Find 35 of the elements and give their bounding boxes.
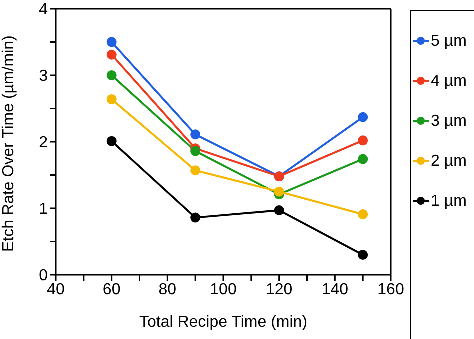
point (106, 37, 117, 48)
point (358, 209, 368, 220)
x-tick-label: 140 (322, 281, 349, 298)
y-tick-label: 0 (39, 268, 48, 285)
legend-label: 3 µm (431, 112, 467, 130)
legend-label: 2 µm (431, 152, 467, 170)
point (274, 186, 284, 197)
x-axis-title: Total Recipe Time (min) (139, 314, 308, 331)
point (106, 70, 117, 80)
point (190, 146, 201, 156)
y-tick-label: 1 (39, 201, 48, 218)
x-tick-label: 160 (378, 281, 404, 298)
point (190, 166, 201, 176)
point (358, 154, 368, 164)
point (190, 212, 201, 223)
point (358, 112, 368, 122)
y-axis-title: Etch Rate Over Time (µm/min) (0, 36, 18, 252)
x-tick-label: 120 (266, 281, 293, 298)
x-tick-label: 100 (210, 281, 237, 298)
y-tick-label: 4 (39, 2, 48, 19)
point (190, 130, 201, 140)
y-tick-label: 2 (39, 134, 48, 152)
x-tick-label: 60 (102, 281, 121, 298)
point (106, 50, 117, 60)
y-tick-label: 3 (39, 68, 48, 86)
point (274, 205, 284, 216)
point (358, 136, 368, 146)
point (358, 250, 368, 260)
legend-label: 5 µm (431, 32, 467, 50)
legend-label: 1 µm (431, 192, 467, 210)
point (106, 94, 117, 104)
x-tick-label: 40 (47, 281, 65, 298)
x-tick-label: 80 (158, 281, 177, 298)
point (106, 136, 117, 146)
legend-label: 4 µm (431, 72, 467, 90)
